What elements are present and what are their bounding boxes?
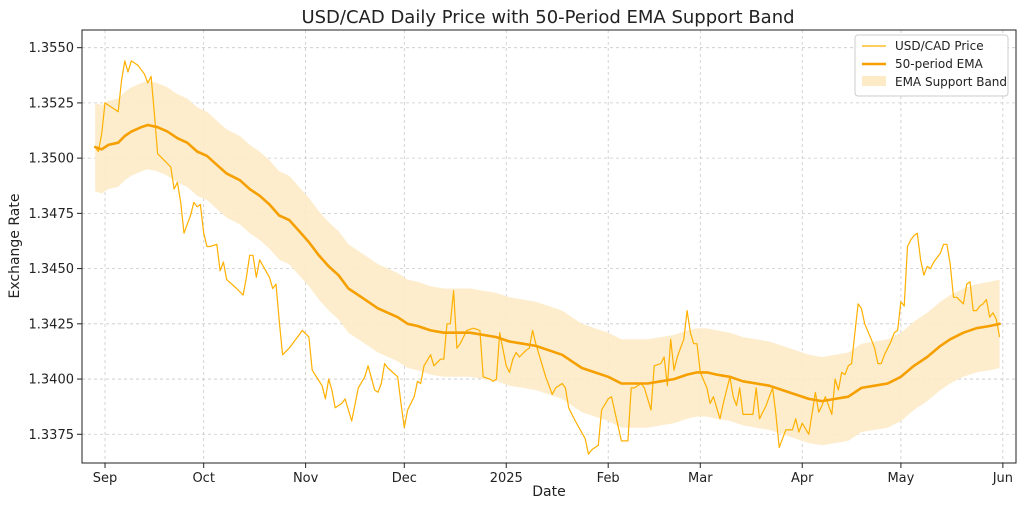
- legend-label-price: USD/CAD Price: [895, 39, 984, 53]
- ema-layer: [93, 123, 1001, 403]
- x-tick-label: Sep: [93, 471, 118, 486]
- legend-label-band: EMA Support Band: [895, 75, 1007, 89]
- price-line: [94, 60, 1001, 455]
- x-axis-ticks: Sep Oct Nov Dec 2025 Feb Mar Apr May Jun: [93, 463, 1013, 486]
- x-tick-label: Dec: [392, 471, 417, 486]
- ema-line: [93, 123, 1001, 403]
- plot-frame: [81, 29, 1017, 464]
- x-tick-label: Oct: [192, 471, 214, 486]
- x-tick-label: Nov: [293, 471, 319, 486]
- x-axis-label: Date: [532, 484, 565, 500]
- y-axis-label: Exchange Rate: [7, 194, 23, 299]
- x-tick-label: Apr: [791, 471, 814, 486]
- x-tick-label: Feb: [597, 471, 620, 486]
- ema-support-band: [95, 80, 1000, 446]
- x-tick-label: Jun: [992, 471, 1013, 486]
- band-layer: [95, 80, 1000, 446]
- legend-label-ema: 50-period EMA: [895, 57, 984, 71]
- y-tick-label: 1.3500: [29, 152, 75, 167]
- y-tick-label: 1.3550: [29, 41, 75, 56]
- legend: USD/CAD Price 50-period EMA EMA Support …: [854, 34, 1009, 97]
- y-tick-label: 1.3375: [29, 428, 75, 443]
- x-tick-label: Mar: [688, 471, 713, 486]
- chart-title: USD/CAD Daily Price with 50-Period EMA S…: [301, 7, 794, 28]
- legend-box: [854, 34, 1009, 97]
- y-tick-label: 1.3475: [29, 207, 75, 222]
- y-tick-label: 1.3425: [29, 317, 75, 332]
- y-tick-label: 1.3525: [29, 96, 75, 111]
- price-layer: [94, 60, 1001, 455]
- y-tick-label: 1.3450: [29, 262, 75, 277]
- x-tick-label: May: [887, 471, 914, 486]
- y-tick-label: 1.3400: [29, 373, 75, 388]
- x-tick-label: 2025: [490, 471, 523, 486]
- legend-swatch-band: [862, 76, 886, 86]
- y-axis-ticks: 1.3375 1.3400 1.3425 1.3450 1.3475 1.3500 1.35…: [29, 41, 82, 443]
